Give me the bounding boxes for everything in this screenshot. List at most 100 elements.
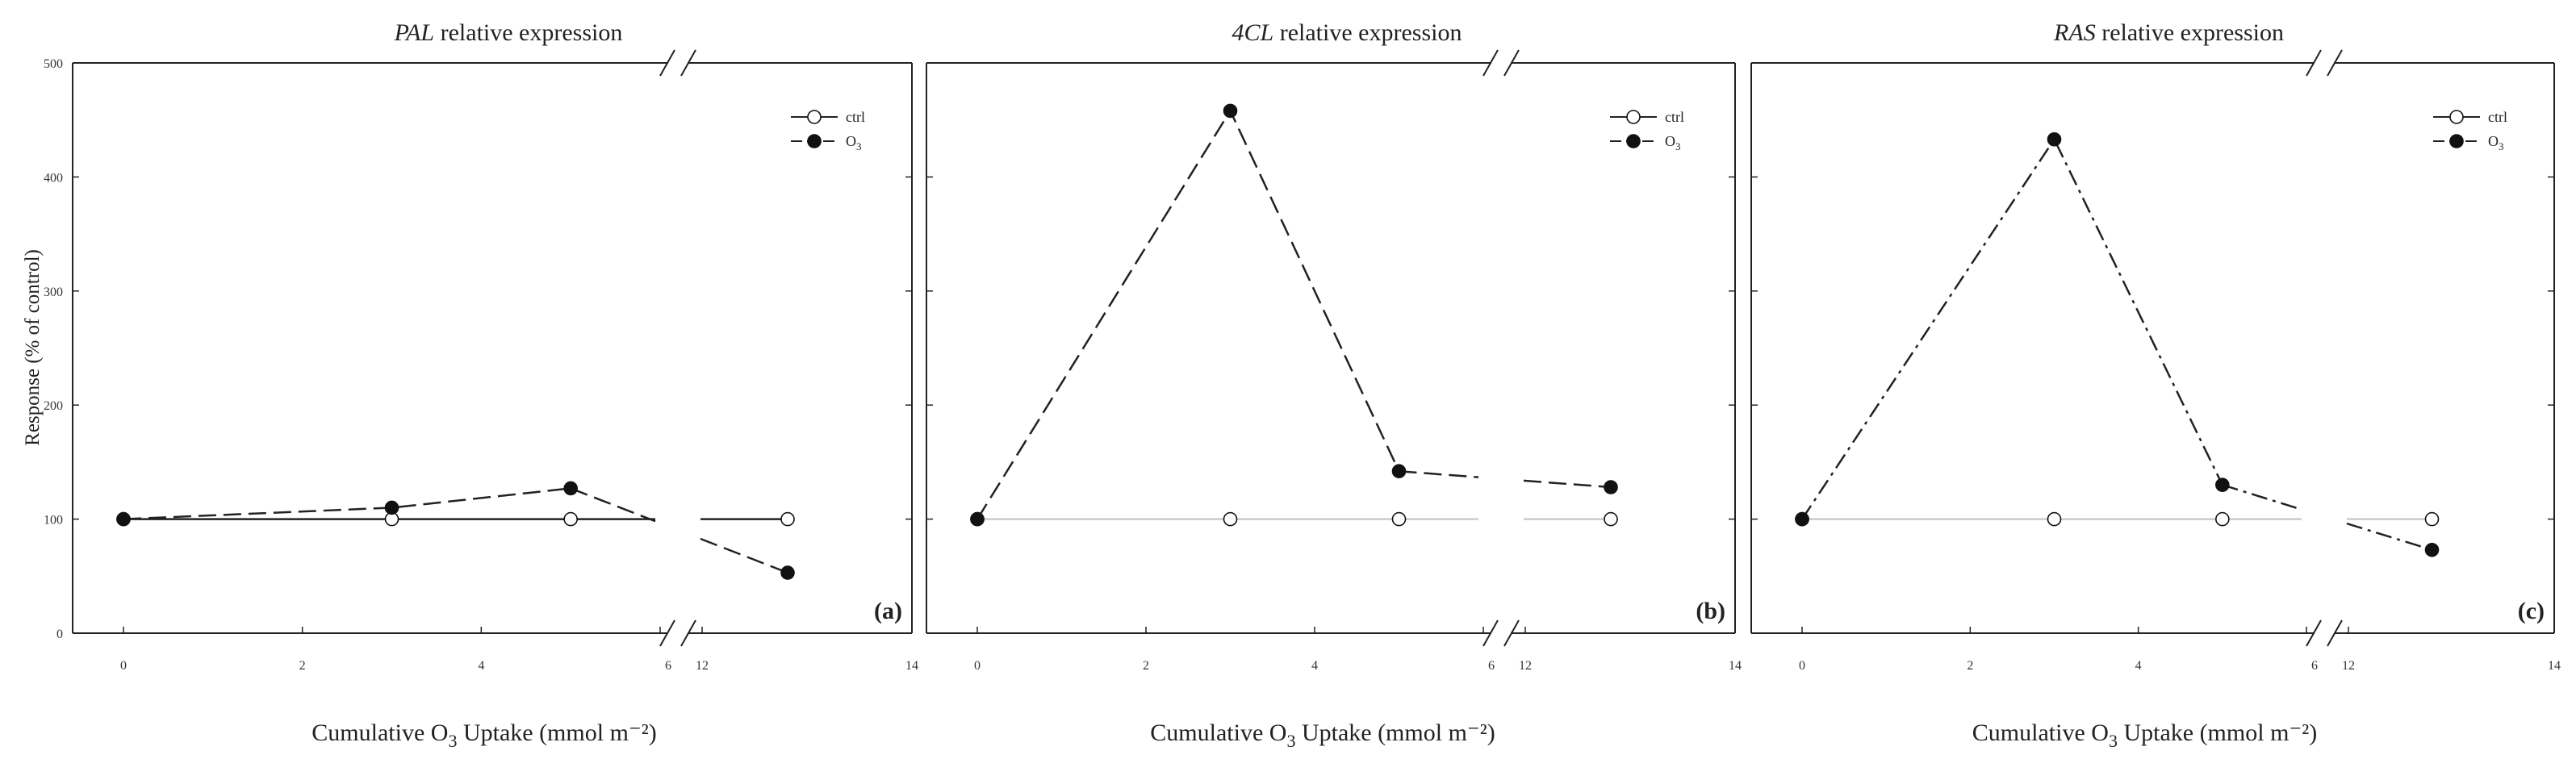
x-tick-label: 6 bbox=[2311, 659, 2318, 673]
panel-label: (b) bbox=[1696, 598, 1725, 624]
y-tick-label: 200 bbox=[44, 399, 63, 413]
axis-break-mark bbox=[1503, 49, 1520, 77]
x-tick-label: 0 bbox=[120, 659, 127, 673]
data-point-ctrl bbox=[1391, 511, 1407, 527]
data-point-O3 bbox=[116, 511, 131, 527]
data-point-O3 bbox=[1391, 464, 1407, 479]
x-tick-label: 12 bbox=[1519, 659, 1532, 673]
legend-marker bbox=[2449, 134, 2464, 148]
x-tick-label: 2 bbox=[1143, 659, 1149, 673]
axis-break-mark bbox=[2327, 49, 2343, 77]
legend-label: O3 bbox=[846, 133, 862, 152]
y-tick-label: 400 bbox=[44, 171, 63, 185]
x-axis-label: Cumulative O3 Uptake (mmol m⁻²) bbox=[1150, 719, 1495, 751]
series-line-O3 bbox=[2346, 522, 2432, 551]
x-tick-label: 14 bbox=[905, 659, 918, 673]
chart-title-rest: relative expression bbox=[2096, 19, 2284, 46]
series-line-O3 bbox=[1523, 479, 1612, 489]
x-axis-label-post: Uptake (mmol m⁻²) bbox=[2118, 719, 2317, 746]
x-tick-label: 6 bbox=[665, 659, 671, 673]
y-axis-label: Response (% of control) bbox=[22, 249, 44, 446]
legend-label: ctrl bbox=[846, 109, 865, 125]
x-tick-label: 4 bbox=[1311, 659, 1318, 673]
series-line-O3 bbox=[570, 487, 656, 523]
legend-marker bbox=[807, 110, 822, 124]
x-tick-label: 4 bbox=[2135, 659, 2142, 673]
y-tick-label: 100 bbox=[44, 514, 63, 528]
legend-marker bbox=[1626, 110, 1641, 124]
data-point-ctrl bbox=[780, 511, 795, 527]
chart-title-gene: PAL bbox=[394, 19, 434, 46]
x-axis-label-pre: Cumulative O bbox=[312, 719, 448, 746]
chart-title-rest: relative expression bbox=[434, 19, 622, 46]
axis-break-mark bbox=[1503, 619, 1520, 647]
chart-title-gene: RAS bbox=[2053, 19, 2096, 46]
panel-label: (a) bbox=[874, 598, 902, 624]
legend-label-sub: 3 bbox=[856, 140, 862, 152]
legend-label-sub: 3 bbox=[2499, 140, 2504, 152]
series-line-O3 bbox=[1399, 469, 1479, 478]
data-point-O3 bbox=[2424, 542, 2440, 557]
x-tick-label: 14 bbox=[1729, 659, 1742, 673]
axis-break-mark bbox=[2306, 49, 2322, 77]
x-axis-label-sub: 3 bbox=[448, 731, 457, 751]
x-axis-label: Cumulative O3 Uptake (mmol m⁻²) bbox=[1972, 719, 2317, 751]
x-axis-label-sub: 3 bbox=[2109, 731, 2118, 751]
data-point-O3 bbox=[1795, 511, 1809, 527]
x-axis-label-pre: Cumulative O bbox=[1150, 719, 1286, 746]
x-axis-label: Cumulative O3 Uptake (mmol m⁻²) bbox=[312, 719, 656, 751]
data-point-O3 bbox=[780, 565, 795, 580]
legend-label-sub: 3 bbox=[1675, 140, 1681, 152]
legend-label: O3 bbox=[1665, 133, 1681, 152]
chart-panel-3: 0 2 4 6 12 14 ctrl O3 RAS relative expression (c)… bbox=[1750, 19, 2561, 751]
x-tick-label: 14 bbox=[2548, 659, 2561, 673]
chart-title-rest: relative expression bbox=[1273, 19, 1462, 46]
chart-title: RAS relative expression bbox=[2053, 19, 2284, 46]
data-point-O3 bbox=[2047, 131, 2062, 147]
chart-title-gene: 4CL bbox=[1232, 19, 1274, 46]
legend-label: O3 bbox=[2488, 133, 2504, 152]
series-line-O3 bbox=[700, 537, 788, 574]
data-point-O3 bbox=[970, 511, 985, 527]
legend-label-main: O bbox=[846, 133, 856, 149]
legend-label: ctrl bbox=[1665, 109, 1684, 125]
y-tick-label: 300 bbox=[44, 286, 63, 299]
x-axis-label-post: Uptake (mmol m⁻²) bbox=[457, 719, 656, 746]
axis-break-mark bbox=[659, 49, 675, 77]
x-tick-label: 0 bbox=[974, 659, 981, 673]
x-axis-label-sub: 3 bbox=[1286, 731, 1295, 751]
x-tick-label: 2 bbox=[1967, 659, 1973, 673]
legend-marker bbox=[2449, 110, 2464, 124]
data-point-ctrl bbox=[2047, 511, 2062, 527]
series-line-O3 bbox=[976, 108, 1400, 520]
data-point-ctrl bbox=[1604, 511, 1618, 527]
data-point-O3 bbox=[1604, 480, 1618, 494]
data-point-ctrl bbox=[1223, 511, 1238, 527]
panel-label: (c) bbox=[2518, 598, 2545, 624]
x-tick-label: 0 bbox=[1799, 659, 1805, 673]
y-tick-label: 500 bbox=[44, 57, 63, 71]
x-tick-label: 2 bbox=[299, 659, 306, 673]
x-tick-label: 12 bbox=[2342, 659, 2355, 673]
series-line-O3 bbox=[2222, 483, 2302, 511]
chart-title: 4CL relative expression bbox=[1232, 19, 1462, 46]
data-point-O3 bbox=[563, 481, 578, 496]
x-axis-label-pre: Cumulative O bbox=[1972, 719, 2109, 746]
legend-label: ctrl bbox=[2488, 109, 2507, 125]
legend-marker bbox=[807, 134, 822, 148]
axis-break-mark bbox=[1482, 49, 1499, 77]
legend-label-main: O bbox=[1665, 133, 1675, 149]
x-tick-label: 4 bbox=[478, 659, 484, 673]
x-axis-label-post: Uptake (mmol m⁻²) bbox=[1295, 719, 1495, 746]
data-point-O3 bbox=[1223, 103, 1238, 119]
axis-break-mark bbox=[1482, 619, 1499, 647]
series-line-O3 bbox=[123, 487, 571, 520]
x-tick-label: 12 bbox=[696, 659, 709, 673]
series-line-O3 bbox=[1800, 137, 2223, 520]
data-point-O3 bbox=[2215, 477, 2230, 492]
axis-break-mark bbox=[680, 49, 696, 77]
data-point-ctrl bbox=[563, 511, 578, 527]
